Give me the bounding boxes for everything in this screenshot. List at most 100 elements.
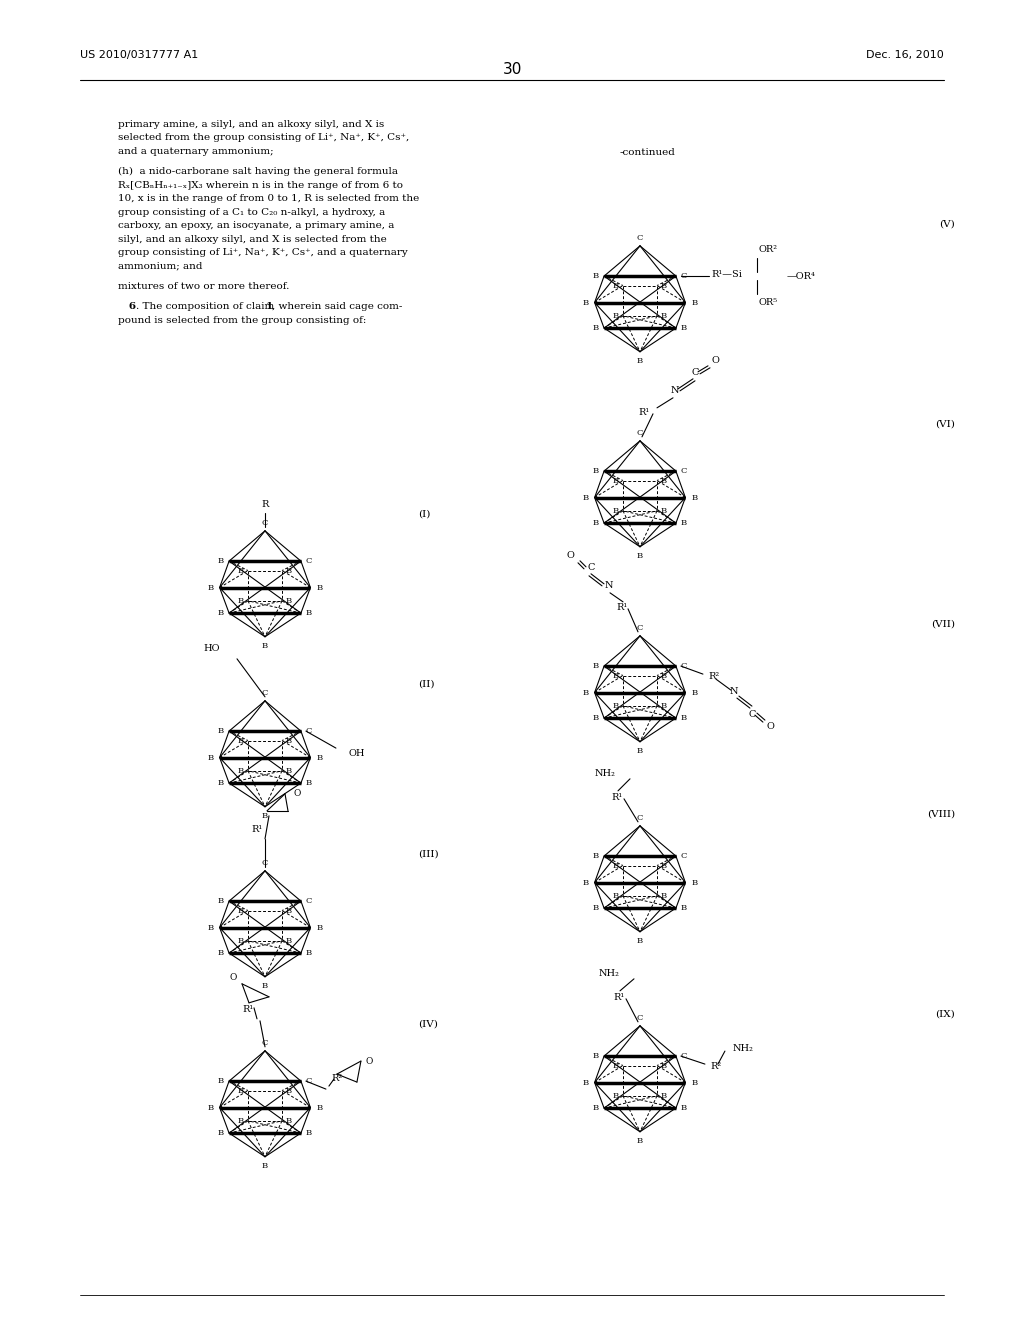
Text: C: C	[637, 814, 643, 822]
Text: (h)  a nido-carborane salt having the general formula: (h) a nido-carborane salt having the gen…	[118, 168, 398, 177]
Text: B: B	[612, 312, 618, 319]
Text: R: R	[261, 500, 268, 508]
Text: B: B	[681, 519, 687, 527]
Text: N: N	[730, 688, 738, 696]
Text: O: O	[566, 552, 574, 560]
Text: C: C	[681, 853, 687, 861]
Text: B: B	[208, 754, 214, 762]
Text: B: B	[208, 583, 214, 591]
Text: OR²: OR²	[759, 246, 778, 253]
Text: —OR⁴: —OR⁴	[786, 272, 816, 281]
Text: B: B	[593, 904, 599, 912]
Text: R²: R²	[708, 672, 719, 681]
Text: B: B	[238, 597, 244, 605]
Text: NH₂: NH₂	[594, 770, 615, 779]
Text: mixtures of two or more thereof.: mixtures of two or more thereof.	[118, 282, 290, 290]
Text: B: B	[262, 812, 268, 820]
Text: ammonium; and: ammonium; and	[118, 261, 203, 271]
Text: R¹: R¹	[613, 994, 625, 1002]
Text: B: B	[583, 298, 589, 306]
Text: B: B	[286, 566, 292, 574]
Text: B: B	[262, 982, 268, 990]
Text: B: B	[218, 557, 224, 565]
Text: B: B	[583, 1078, 589, 1086]
Text: N: N	[605, 581, 613, 590]
Text: B: B	[662, 477, 668, 484]
Text: B: B	[593, 1104, 599, 1111]
Text: (VIII): (VIII)	[927, 810, 955, 818]
Text: HO: HO	[204, 644, 220, 653]
Text: B: B	[238, 907, 244, 915]
Text: B: B	[612, 507, 618, 515]
Text: B: B	[286, 937, 292, 945]
Text: B: B	[593, 714, 599, 722]
Text: Rₓ[CBₙHₙ₊₁₋ₓ]X₃ wherein n is in the range of from 6 to: Rₓ[CBₙHₙ₊₁₋ₓ]X₃ wherein n is in the rang…	[118, 181, 403, 190]
Text: B: B	[612, 892, 618, 900]
Text: B: B	[316, 583, 323, 591]
Text: B: B	[286, 1086, 292, 1094]
Text: B: B	[662, 892, 668, 900]
Text: B: B	[218, 1129, 224, 1137]
Text: B: B	[681, 714, 687, 722]
Text: (VII): (VII)	[931, 620, 955, 630]
Text: B: B	[238, 767, 244, 775]
Text: group consisting of Li⁺, Na⁺, K⁺, Cs⁺, and a quaternary: group consisting of Li⁺, Na⁺, K⁺, Cs⁺, a…	[118, 248, 408, 257]
Text: O: O	[293, 789, 300, 799]
Text: US 2010/0317777 A1: US 2010/0317777 A1	[80, 50, 199, 59]
Text: B: B	[306, 1129, 312, 1137]
Text: N: N	[671, 385, 679, 395]
Text: B: B	[286, 597, 292, 605]
Text: B: B	[238, 937, 244, 945]
Text: NH₂: NH₂	[598, 969, 618, 978]
Text: B: B	[593, 853, 599, 861]
Text: C: C	[637, 624, 643, 632]
Text: B: B	[637, 1137, 643, 1144]
Text: C: C	[681, 272, 687, 280]
Text: C: C	[588, 562, 595, 572]
Text: B: B	[593, 272, 599, 280]
Text: B: B	[306, 779, 312, 787]
Text: -continued: -continued	[620, 148, 676, 157]
Text: B: B	[612, 477, 618, 484]
Text: B: B	[691, 494, 697, 502]
Text: B: B	[662, 281, 668, 289]
Text: B: B	[612, 1061, 618, 1069]
Text: selected from the group consisting of Li⁺, Na⁺, K⁺, Cs⁺,: selected from the group consisting of Li…	[118, 133, 410, 143]
Text: B: B	[262, 1162, 268, 1170]
Text: R¹: R¹	[243, 1005, 254, 1014]
Text: (I): (I)	[418, 510, 430, 519]
Text: C: C	[306, 1077, 312, 1085]
Text: B: B	[218, 609, 224, 616]
Text: C: C	[637, 429, 643, 437]
Text: B: B	[612, 862, 618, 870]
Text: B: B	[218, 898, 224, 906]
Text: B: B	[238, 737, 244, 744]
Text: B: B	[681, 1104, 687, 1111]
Text: B: B	[637, 356, 643, 364]
Text: B: B	[238, 566, 244, 574]
Text: B: B	[612, 672, 618, 680]
Text: OH: OH	[349, 748, 366, 758]
Text: B: B	[286, 767, 292, 775]
Text: B: B	[637, 552, 643, 560]
Text: R¹: R¹	[252, 825, 263, 834]
Text: B: B	[218, 1077, 224, 1085]
Text: OR⁵: OR⁵	[759, 298, 778, 308]
Text: primary amine, a silyl, and an alkoxy silyl, and X is: primary amine, a silyl, and an alkoxy si…	[118, 120, 384, 129]
Text: 6: 6	[118, 302, 136, 312]
Text: B: B	[306, 949, 312, 957]
Text: B: B	[662, 312, 668, 319]
Text: C: C	[306, 557, 312, 565]
Text: R¹—Si: R¹—Si	[711, 269, 741, 279]
Text: (III): (III)	[418, 850, 438, 859]
Text: B: B	[218, 779, 224, 787]
Text: . The composition of claim: . The composition of claim	[136, 302, 278, 312]
Text: B: B	[286, 907, 292, 915]
Text: C: C	[637, 1014, 643, 1022]
Text: B: B	[286, 1117, 292, 1125]
Text: (VI): (VI)	[935, 420, 955, 429]
Text: B: B	[208, 1104, 214, 1111]
Text: B: B	[583, 879, 589, 887]
Text: R¹: R¹	[616, 603, 628, 612]
Text: (V): (V)	[939, 220, 955, 228]
